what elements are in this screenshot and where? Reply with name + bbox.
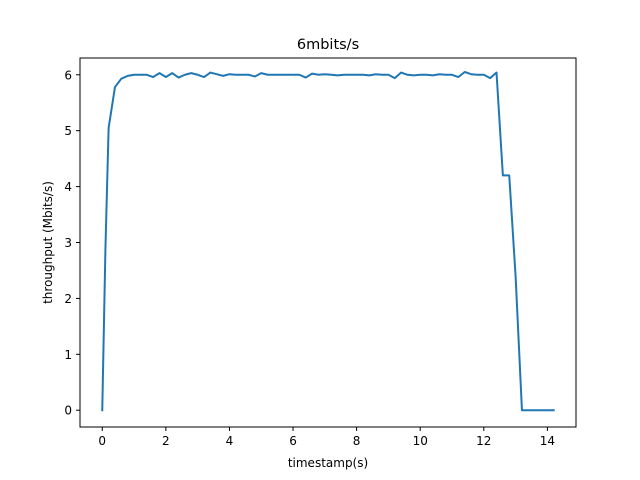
- y-tick-label: 5: [64, 124, 72, 138]
- throughput-line: [101, 70, 555, 412]
- y-tick-label: 0: [64, 404, 72, 418]
- x-tick-label: 4: [226, 434, 234, 448]
- y-axis: 0 1 2 3 4 5 6: [64, 68, 80, 418]
- y-tick-label: 2: [64, 292, 72, 306]
- y-tick-label: 4: [64, 180, 72, 194]
- x-tick-label: 12: [476, 434, 491, 448]
- y-tick-label: 6: [64, 68, 72, 82]
- x-axis: 0 2 4 6 8 10 12 14: [98, 427, 555, 448]
- y-tick-label: 3: [64, 236, 72, 250]
- x-tick-label: 14: [540, 434, 555, 448]
- y-tick-label: 1: [64, 348, 72, 362]
- x-tick-label: 2: [162, 434, 170, 448]
- y-axis-label: throughput (Mbits/s): [41, 181, 55, 304]
- x-tick-label: 0: [98, 434, 106, 448]
- x-tick-label: 8: [353, 434, 361, 448]
- x-axis-label: timestamp(s): [288, 456, 368, 470]
- x-tick-label: 6: [289, 434, 297, 448]
- chart-title: 6mbits/s: [297, 37, 359, 53]
- plot-area: [101, 70, 555, 412]
- x-tick-label: 10: [413, 434, 428, 448]
